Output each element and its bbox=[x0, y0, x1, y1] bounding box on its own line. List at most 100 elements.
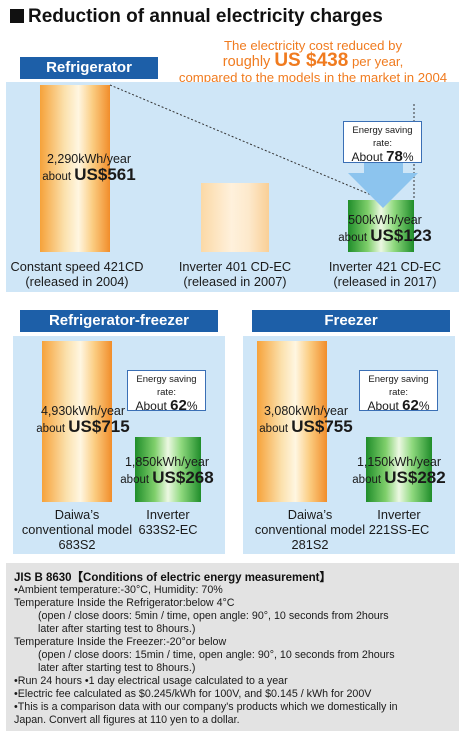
bar-freezer-221SS-EC bbox=[366, 437, 432, 502]
value-label-683S2: 4,930kWh/year about US$715 bbox=[28, 404, 138, 437]
condition-line: Temperature Inside the Freezer:-20°or be… bbox=[14, 636, 227, 648]
condition-line: •Electric fee calculated as $0.245/kWh f… bbox=[14, 688, 372, 700]
bar-refrigerator-401CD-EC bbox=[201, 183, 269, 252]
category-line: 683S2 bbox=[58, 537, 96, 552]
energy-saving-rate: About 78% bbox=[344, 148, 421, 165]
category-line: (released in 2007) bbox=[183, 274, 287, 289]
energy-saving-rate: About 62% bbox=[128, 397, 205, 414]
category-line: Inverter 421 CD-EC bbox=[328, 259, 442, 274]
saving-note-line3: compared to the models in the market in … bbox=[178, 70, 448, 85]
condition-line: •Run 24 hours •1 day electrical usage ca… bbox=[14, 675, 288, 687]
value-label-221SS-EC: 1,150kWh/year about US$282 bbox=[344, 455, 454, 488]
category-label-633S2-EC: Inverter 633S2-EC bbox=[118, 507, 218, 537]
kwh-label: 1,850kWh/year bbox=[124, 455, 210, 469]
usd-label: US$282 bbox=[384, 468, 446, 487]
saving-note-line1: The electricity cost reduced by bbox=[223, 38, 403, 53]
usd-label: US$755 bbox=[291, 417, 353, 436]
value-label-633S2-EC: 1,850kWh/year about US$268 bbox=[112, 455, 222, 488]
condition-line: •Ambient temperature:-30°C, Humidity: 70… bbox=[14, 584, 223, 596]
category-label-421CD: Constant speed 421CD (released in 2004) bbox=[6, 259, 148, 289]
usd-label: US$715 bbox=[68, 417, 130, 436]
category-label-281S2: Daiwa’s conventional model 281S2 bbox=[241, 507, 379, 552]
saving-note: The electricity cost reduced by roughly … bbox=[170, 38, 456, 85]
square-bullet-icon bbox=[10, 9, 24, 23]
energy-saving-box-rf: Energy saving rate: About 62% bbox=[127, 370, 206, 414]
bar-freezer-281S2 bbox=[257, 341, 327, 502]
page-title: Reduction of annual electricity charges bbox=[10, 6, 383, 28]
down-arrow-icon-refrigerator bbox=[348, 160, 418, 208]
saving-note-amount: US $438 bbox=[274, 50, 349, 71]
condition-line: Temperature Inside the Refrigerator:belo… bbox=[14, 597, 235, 609]
energy-saving-label: Energy saving rate: bbox=[136, 374, 197, 398]
energy-saving-pct: 62 bbox=[170, 397, 187, 414]
about-label: about bbox=[352, 474, 385, 486]
usd-label: US$123 bbox=[370, 226, 432, 245]
energy-saving-unit: % bbox=[186, 399, 198, 413]
condition-line: later after starting test to 8hours.) bbox=[38, 623, 196, 635]
saving-note-line2: roughly US $438 per year, bbox=[170, 50, 456, 71]
energy-saving-pct: 62 bbox=[402, 397, 419, 414]
category-line: Inverter bbox=[146, 507, 190, 522]
value-label-421CD: 2,290kWh/year about US$561 bbox=[34, 152, 144, 185]
category-label-401CD-EC: Inverter 401 CD-EC (released in 2007) bbox=[164, 259, 306, 289]
value-label-281S2: 3,080kWh/year about US$755 bbox=[251, 404, 361, 437]
energy-saving-about: About bbox=[367, 399, 403, 413]
energy-saving-label: Energy saving rate: bbox=[352, 125, 413, 149]
category-line: conventional model bbox=[21, 522, 133, 537]
category-line: conventional model bbox=[254, 522, 366, 537]
bar-refrigerator-421CD-EC bbox=[348, 200, 414, 252]
about-label: about bbox=[120, 474, 153, 486]
category-line: 221SS-EC bbox=[368, 522, 430, 537]
usd-label: US$561 bbox=[74, 165, 136, 184]
energy-saving-about: About bbox=[351, 150, 387, 164]
condition-line: later after starting test to 8hours.) bbox=[38, 662, 196, 674]
kwh-label: 1,150kWh/year bbox=[356, 455, 442, 469]
energy-saving-box-refrigerator: Energy saving rate: About 78% bbox=[343, 121, 422, 165]
bar-rf-683S2 bbox=[42, 341, 112, 502]
condition-line: (open / close doors: 5min / time, open a… bbox=[38, 610, 389, 622]
category-line: 281S2 bbox=[291, 537, 329, 552]
energy-saving-pct: 78 bbox=[386, 148, 403, 165]
about-label: about bbox=[42, 171, 75, 183]
kwh-label: 3,080kWh/year bbox=[263, 404, 349, 418]
dashed-connector-refrigerator bbox=[109, 84, 384, 201]
category-label-683S2: Daiwa’s conventional model 683S2 bbox=[8, 507, 146, 552]
value-label-421CD-EC: 500kWh/year about US$123 bbox=[330, 213, 440, 246]
energy-saving-rate: About 62% bbox=[360, 397, 437, 414]
energy-saving-unit: % bbox=[418, 399, 430, 413]
about-label: about bbox=[338, 232, 371, 244]
saving-note-post: per year, bbox=[348, 54, 404, 69]
category-line: Inverter bbox=[377, 507, 421, 522]
bar-refrigerator-421CD bbox=[40, 85, 110, 252]
energy-saving-unit: % bbox=[402, 150, 414, 164]
conditions-box bbox=[6, 563, 459, 731]
saving-note-pre: roughly bbox=[222, 54, 275, 70]
category-line: Inverter 401 CD-EC bbox=[178, 259, 292, 274]
category-line: 633S2-EC bbox=[138, 522, 198, 537]
category-line: Daiwa’s bbox=[54, 507, 100, 522]
category-line: (released in 2004) bbox=[25, 274, 129, 289]
usd-label: US$268 bbox=[152, 468, 214, 487]
about-label: about bbox=[36, 423, 69, 435]
bar-rf-633S2-EC bbox=[135, 437, 201, 502]
category-line: Constant speed 421CD bbox=[10, 259, 144, 274]
category-line: Daiwa’s bbox=[287, 507, 333, 522]
condition-line: Japan. Convert all figures at 110 yen to… bbox=[14, 714, 240, 726]
kwh-label: 2,290kWh/year bbox=[46, 152, 132, 166]
refrigerator-section-label: Refrigerator bbox=[20, 57, 158, 79]
energy-saving-box-freezer: Energy saving rate: About 62% bbox=[359, 370, 438, 414]
about-label: about bbox=[259, 423, 292, 435]
energy-saving-about: About bbox=[135, 399, 171, 413]
category-label-221SS-EC: Inverter 221SS-EC bbox=[349, 507, 449, 537]
condition-line: •This is a comparison data with our comp… bbox=[14, 701, 398, 713]
refrigerator-freezer-section-label: Refrigerator-freezer bbox=[20, 310, 218, 332]
kwh-label: 500kWh/year bbox=[348, 213, 422, 227]
page-title-text: Reduction of annual electricity charges bbox=[28, 6, 383, 27]
kwh-label: 4,930kWh/year bbox=[40, 404, 126, 418]
condition-line: (open / close doors: 15min / time, open … bbox=[38, 649, 395, 661]
conditions-heading: JIS B 8630【Conditions of electric energy… bbox=[14, 572, 331, 584]
category-line: (released in 2017) bbox=[333, 274, 437, 289]
energy-saving-label: Energy saving rate: bbox=[368, 374, 429, 398]
freezer-section-label: Freezer bbox=[252, 310, 450, 332]
category-label-421CD-EC: Inverter 421 CD-EC (released in 2017) bbox=[314, 259, 456, 289]
